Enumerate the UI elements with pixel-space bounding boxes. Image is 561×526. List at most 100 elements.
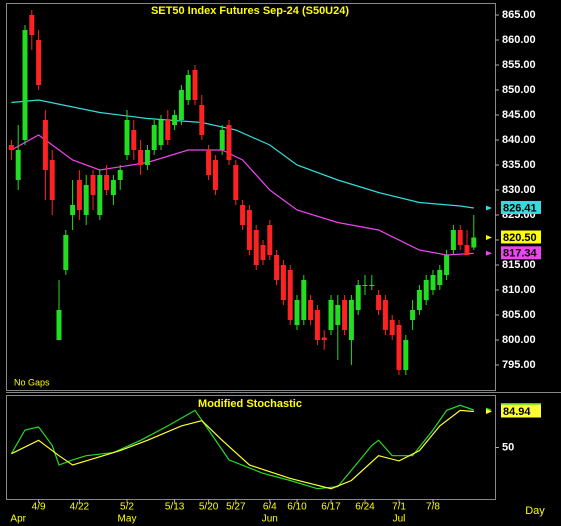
x-axis-label: Day	[525, 505, 545, 517]
candle-body	[83, 185, 89, 215]
line	[11, 409, 474, 490]
candle-body	[178, 90, 184, 120]
stochastic-title: Modified Stochastic	[198, 398, 302, 410]
candle-body	[396, 325, 402, 370]
candle-body	[56, 310, 62, 340]
x-tick-label: 6/24	[355, 502, 375, 513]
candle-body	[219, 130, 225, 150]
candle-body	[444, 255, 450, 275]
main-panel	[6, 3, 496, 391]
candle-body	[382, 300, 388, 330]
line	[11, 99, 474, 209]
candle-body	[403, 340, 409, 370]
candle-body	[124, 120, 130, 155]
marker-box	[501, 246, 541, 260]
x-tick-label: 6/17	[321, 502, 341, 513]
marker-label: 826.41	[503, 202, 537, 214]
candle-body	[389, 320, 395, 335]
x-tick-label: 6/4	[263, 502, 277, 513]
candle-body	[369, 285, 375, 286]
candle-body	[117, 170, 123, 180]
candle-body	[280, 265, 286, 300]
candle-body	[376, 295, 382, 310]
y-tick-label: 50	[502, 441, 514, 453]
candle-body	[301, 280, 307, 320]
y-tick-label: 830.00	[502, 184, 536, 196]
y-tick-label: 840.00	[502, 134, 536, 146]
y-tick-label: 850.00	[502, 84, 536, 96]
candle-body	[199, 105, 205, 135]
candle-body	[355, 285, 361, 310]
month-label: Jun	[262, 514, 278, 525]
candle-body	[240, 205, 246, 225]
candle-body	[464, 245, 470, 255]
candle-body	[328, 300, 334, 330]
candle-body	[437, 270, 443, 285]
candle-body	[423, 280, 429, 300]
candle-body	[185, 75, 191, 100]
candle-body	[314, 310, 320, 340]
candle-body	[410, 310, 416, 320]
candle-body	[308, 300, 314, 320]
x-tick-label: 7/8	[426, 502, 440, 513]
y-tick-label: 855.00	[502, 59, 536, 71]
line	[11, 134, 474, 256]
candle-body	[348, 300, 354, 340]
candle-body	[138, 150, 144, 165]
marker-label: 817.34	[503, 248, 538, 260]
candle-body	[29, 15, 35, 35]
candle-body	[471, 237, 477, 248]
x-tick-label: 7/1	[392, 502, 406, 513]
candle-body	[49, 160, 55, 200]
marker-arrow	[486, 235, 492, 240]
y-tick-label: 835.00	[502, 159, 536, 171]
candle-body	[287, 270, 293, 320]
marker-arrow	[486, 250, 492, 256]
month-label: Apr	[10, 514, 26, 525]
y-tick-label: 805.00	[502, 309, 536, 321]
month-label: Jul	[393, 514, 406, 525]
month-label: May	[118, 514, 137, 525]
candle-body	[22, 30, 28, 140]
y-tick-label: 800.00	[502, 334, 536, 346]
candle-body	[131, 130, 137, 150]
candle-body	[260, 245, 266, 260]
candle-body	[151, 125, 157, 150]
x-tick-label: 4/22	[70, 502, 90, 513]
note: No Gaps	[14, 377, 50, 387]
candle-body	[450, 230, 456, 250]
x-tick-label: 5/20	[199, 502, 219, 513]
y-tick-label: 860.00	[502, 34, 536, 46]
marker-box	[501, 404, 541, 418]
candle-body	[97, 175, 103, 215]
candle-body	[158, 120, 164, 145]
marker-arrow	[486, 205, 492, 211]
candle-body	[362, 285, 368, 286]
candle-body	[110, 180, 116, 195]
x-tick-label: 5/27	[226, 502, 246, 513]
candle-body	[76, 180, 82, 210]
candle-body	[36, 40, 42, 85]
candle-body	[8, 145, 14, 150]
candle-body	[457, 230, 463, 245]
x-tick-label: 4/9	[32, 502, 46, 513]
candle-body	[192, 70, 198, 100]
candle-body	[90, 175, 96, 195]
candle-body	[212, 160, 218, 190]
marker-arrow	[486, 409, 492, 415]
candle-body	[144, 150, 150, 165]
candle-body	[70, 205, 76, 215]
candle-body	[416, 290, 422, 310]
candle-body	[246, 210, 252, 250]
marker-label: 820.50	[503, 232, 537, 244]
candle-body	[172, 115, 178, 125]
candle-body	[294, 300, 300, 325]
y-tick-label: 810.00	[502, 284, 536, 296]
candle-body	[42, 120, 48, 170]
candle-body	[267, 225, 273, 255]
x-tick-label: 5/2	[120, 502, 134, 513]
candle-body	[335, 305, 341, 325]
candle-body	[15, 150, 21, 180]
